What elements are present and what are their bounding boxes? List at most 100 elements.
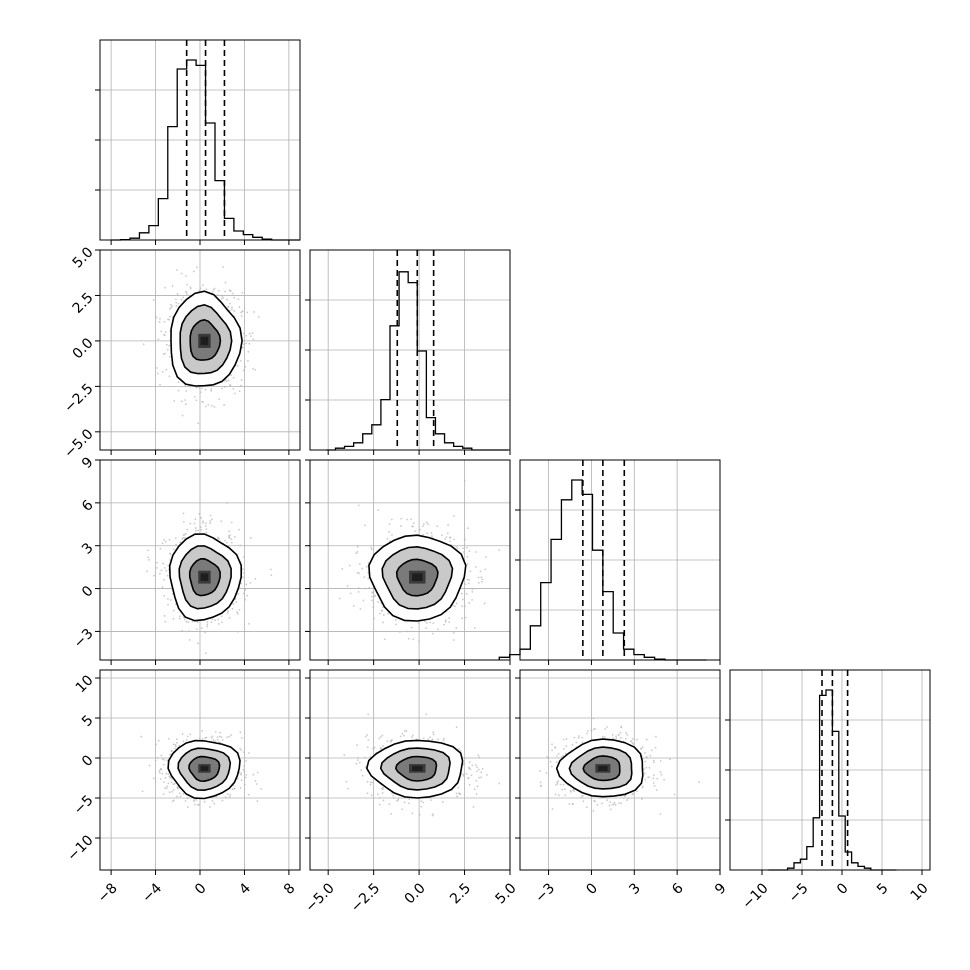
sample-point [168,737,170,740]
sample-point [364,524,367,527]
sample-point [464,583,467,585]
sample-point [152,299,155,302]
sample-point [184,399,187,401]
sample-point [462,774,465,777]
sample-point [155,367,158,369]
sample-point [377,793,379,796]
sample-point [180,298,183,301]
sample-point [436,525,439,528]
sample-point [346,585,349,587]
sample-point [178,615,181,618]
sample-point [468,761,471,764]
sample-point [210,388,213,390]
sample-point [254,779,257,782]
sample-point [432,731,435,734]
sample-point [206,625,209,628]
sample-point [196,803,199,806]
sample-point [163,566,166,569]
sample-point [240,749,243,751]
sample-point [364,766,367,768]
sample-point [185,293,188,295]
sample-point [403,734,405,737]
sample-point [157,739,160,742]
sample-point [373,617,375,620]
x-tick-label: −10 [739,880,771,912]
sample-point [213,405,216,408]
sample-point [365,565,368,568]
sample-point [452,631,455,634]
histogram-panel-0 [95,39,301,245]
sample-point [478,768,480,771]
sample-point [194,527,197,529]
x-tick-label: 4 [236,880,254,898]
sample-point [383,638,386,641]
sample-point [206,623,209,626]
sample-point [240,379,243,381]
sample-point [156,372,159,375]
contour-line [381,545,454,610]
sample-point [201,730,204,732]
sample-point [202,520,204,523]
sample-point [444,619,447,622]
sample-point [176,795,178,798]
contour-line [167,739,241,800]
sample-point [414,530,416,532]
sample-point [425,713,428,716]
sample-point [148,764,151,767]
sample-point [168,308,171,310]
sample-point [403,729,406,732]
sample-point [159,317,161,320]
axes-frame [309,249,511,451]
sample-point [256,771,259,774]
sample-point [240,773,242,776]
sample-point [172,609,175,612]
sample-point [432,733,435,736]
sample-point [356,744,358,746]
scatter-content [338,479,501,643]
sample-point [184,800,187,802]
sample-point [166,785,169,788]
sample-point [161,758,164,760]
sample-point [357,590,360,593]
sample-point [203,800,206,803]
sample-point [603,736,606,738]
sample-point [177,786,180,788]
sample-point [453,538,456,541]
sample-point [377,601,380,603]
sample-point [215,795,218,798]
sample-point [390,518,393,521]
sample-point [237,298,240,301]
sample-point [146,570,149,573]
sample-point [141,790,144,793]
sample-point [244,776,247,779]
sample-point [180,400,183,403]
sample-point [224,281,227,284]
sample-point [181,732,184,735]
sample-point [235,601,238,604]
sample-point [243,343,245,346]
sample-point [161,371,164,373]
sample-point [357,756,360,759]
sample-point [388,523,391,525]
sample-point [179,795,182,798]
sample-point [156,757,159,759]
sample-point [474,565,477,568]
sample-point [419,528,421,531]
sample-point [386,740,389,743]
sample-point [224,539,226,542]
sample-point [209,522,211,524]
sample-point [170,749,173,752]
sample-point [245,334,248,337]
sample-point [163,538,165,541]
sample-point [177,302,180,305]
sample-point [200,517,202,519]
y-tick-label: 6 [79,497,97,515]
sample-point [238,608,241,611]
sample-point [361,567,364,570]
sample-point [154,759,157,762]
sample-point [200,627,203,629]
sample-point [182,520,185,523]
sample-point [213,802,216,805]
sample-point [224,796,227,798]
